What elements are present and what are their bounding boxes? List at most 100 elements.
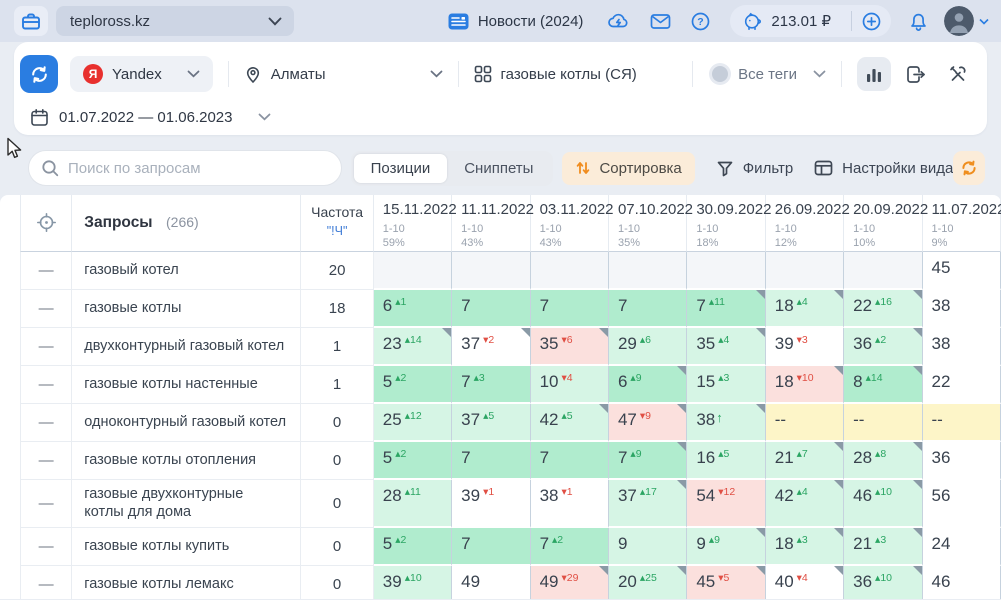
position-cell[interactable]: 7▴3 (452, 366, 530, 404)
position-cell[interactable] (844, 252, 922, 290)
position-cell[interactable]: 49 (452, 566, 530, 599)
position-cell[interactable]: 42▴4 (766, 480, 844, 529)
export-button[interactable] (899, 57, 933, 91)
account-menu[interactable] (944, 6, 989, 36)
row-handle[interactable]: — (20, 366, 72, 404)
date-column-header[interactable]: 11.07.20221-109% (923, 195, 1001, 252)
position-cell[interactable]: 24 (923, 528, 1001, 566)
position-cell[interactable]: 39▾3 (766, 328, 844, 366)
position-cell[interactable]: 7 (452, 442, 530, 480)
mail-icon[interactable] (650, 13, 671, 30)
position-cell[interactable]: 7 (452, 290, 530, 328)
position-cell[interactable]: 18▴4 (766, 290, 844, 328)
position-cell[interactable]: 49▾29 (531, 566, 609, 599)
tab-positions[interactable]: Позиции (354, 154, 448, 183)
query-label[interactable]: газовые котлы лемакс (72, 566, 301, 599)
query-label[interactable]: двухконтурный газовый котел (72, 328, 301, 366)
refresh-button[interactable] (20, 55, 58, 93)
row-handle[interactable]: — (20, 404, 72, 442)
position-cell[interactable]: 7 (531, 290, 609, 328)
select-all-header[interactable] (20, 195, 72, 252)
date-range-selector[interactable]: 01.07.2022 — 01.06.2023 (20, 99, 975, 135)
frequency-column-header[interactable]: Частота "!Ч" (301, 195, 373, 252)
position-cell[interactable]: 36▴2 (844, 328, 922, 366)
search-input[interactable] (68, 160, 329, 177)
position-cell[interactable]: 6▴9 (609, 366, 687, 404)
notifications-icon[interactable] (909, 11, 928, 31)
position-cell[interactable]: 42▴5 (531, 404, 609, 442)
position-cell[interactable]: 38 (923, 290, 1001, 328)
date-column-header[interactable]: 03.11.20221-1043% (531, 195, 609, 252)
position-cell[interactable]: 5▴2 (374, 442, 452, 480)
date-column-header[interactable]: 26.09.20221-1012% (766, 195, 844, 252)
news-link[interactable]: Новости (2024) (448, 13, 584, 30)
row-handle[interactable]: — (20, 290, 72, 328)
row-handle[interactable]: — (20, 328, 72, 366)
position-cell[interactable]: 6▴1 (374, 290, 452, 328)
position-cell[interactable]: -- (923, 404, 1001, 442)
update-positions-button[interactable] (953, 151, 985, 185)
position-cell[interactable]: 36 (923, 442, 1001, 480)
query-label[interactable]: газовые котлы купить (72, 528, 301, 566)
position-cell[interactable]: 16▴5 (687, 442, 765, 480)
position-cell[interactable]: 37▾2 (452, 328, 530, 366)
position-cell[interactable]: 5▴2 (374, 528, 452, 566)
position-cell[interactable]: 28▴11 (374, 480, 452, 529)
sync-cloud-icon[interactable] (607, 12, 630, 31)
query-label[interactable]: газовые котлы отопления (72, 442, 301, 480)
view-settings-button[interactable]: Настройки вида (814, 159, 953, 177)
position-cell[interactable] (766, 252, 844, 290)
position-cell[interactable]: 15▴3 (687, 366, 765, 404)
position-cell[interactable]: 18▴3 (766, 528, 844, 566)
query-label[interactable]: газовые двухконтурные котлы для дома (72, 480, 301, 529)
help-icon[interactable]: ? (691, 12, 710, 31)
queries-column-header[interactable]: Запросы (266) (72, 195, 301, 252)
query-label[interactable]: одноконтурный газовый котел (72, 404, 301, 442)
position-cell[interactable]: 38↑ (687, 404, 765, 442)
position-cell[interactable]: 22▴16 (844, 290, 922, 328)
position-cell[interactable]: 36▴10 (844, 566, 922, 599)
filter-button[interactable]: Фильтр (716, 160, 793, 177)
position-cell[interactable]: 9▴9 (687, 528, 765, 566)
position-cell[interactable]: 47▾9 (609, 404, 687, 442)
position-cell[interactable]: 45▾5 (687, 566, 765, 599)
position-cell[interactable]: 39▾1 (452, 480, 530, 529)
date-column-header[interactable]: 30.09.20221-1018% (687, 195, 765, 252)
position-cell[interactable]: 9 (609, 528, 687, 566)
position-cell[interactable]: 23▴14 (374, 328, 452, 366)
position-cell[interactable]: 7▴11 (687, 290, 765, 328)
query-label[interactable]: газовые котлы настенные (72, 366, 301, 404)
position-cell[interactable]: -- (844, 404, 922, 442)
position-cell[interactable]: 7 (531, 442, 609, 480)
position-cell[interactable]: 7▴9 (609, 442, 687, 480)
position-cell[interactable]: 56 (923, 480, 1001, 529)
position-cell[interactable]: 10▾4 (531, 366, 609, 404)
position-cell[interactable] (609, 252, 687, 290)
position-cell[interactable]: 46▴10 (844, 480, 922, 529)
position-cell[interactable] (374, 252, 452, 290)
row-handle[interactable]: — (20, 442, 72, 480)
position-cell[interactable]: 5▴2 (374, 366, 452, 404)
position-cell[interactable]: 38▾1 (531, 480, 609, 529)
tools-button[interactable] (941, 57, 975, 91)
tab-snippets[interactable]: Сниппеты (447, 154, 550, 183)
all-tags-selector[interactable]: Все теги (708, 66, 826, 83)
date-column-header[interactable]: 07.10.20221-1035% (609, 195, 687, 252)
projects-button[interactable] (14, 6, 48, 36)
position-cell[interactable]: -- (766, 404, 844, 442)
row-handle[interactable]: — (20, 252, 72, 290)
position-cell[interactable]: 37▴17 (609, 480, 687, 529)
date-column-header[interactable]: 20.09.20221-1010% (844, 195, 922, 252)
position-cell[interactable]: 39▴10 (374, 566, 452, 599)
query-label[interactable]: газовые котлы (72, 290, 301, 328)
position-cell[interactable]: 7 (609, 290, 687, 328)
date-column-header[interactable]: 15.11.20221-1059% (374, 195, 452, 252)
position-cell[interactable] (452, 252, 530, 290)
position-cell[interactable]: 28▴8 (844, 442, 922, 480)
group-selector[interactable]: газовые котлы (СЯ) (474, 65, 637, 83)
position-cell[interactable]: 54▾12 (687, 480, 765, 529)
position-cell[interactable]: 45 (923, 252, 1001, 290)
position-cell[interactable]: 29▴6 (609, 328, 687, 366)
query-label[interactable]: газовый котел (72, 252, 301, 290)
position-cell[interactable]: 37▴5 (452, 404, 530, 442)
